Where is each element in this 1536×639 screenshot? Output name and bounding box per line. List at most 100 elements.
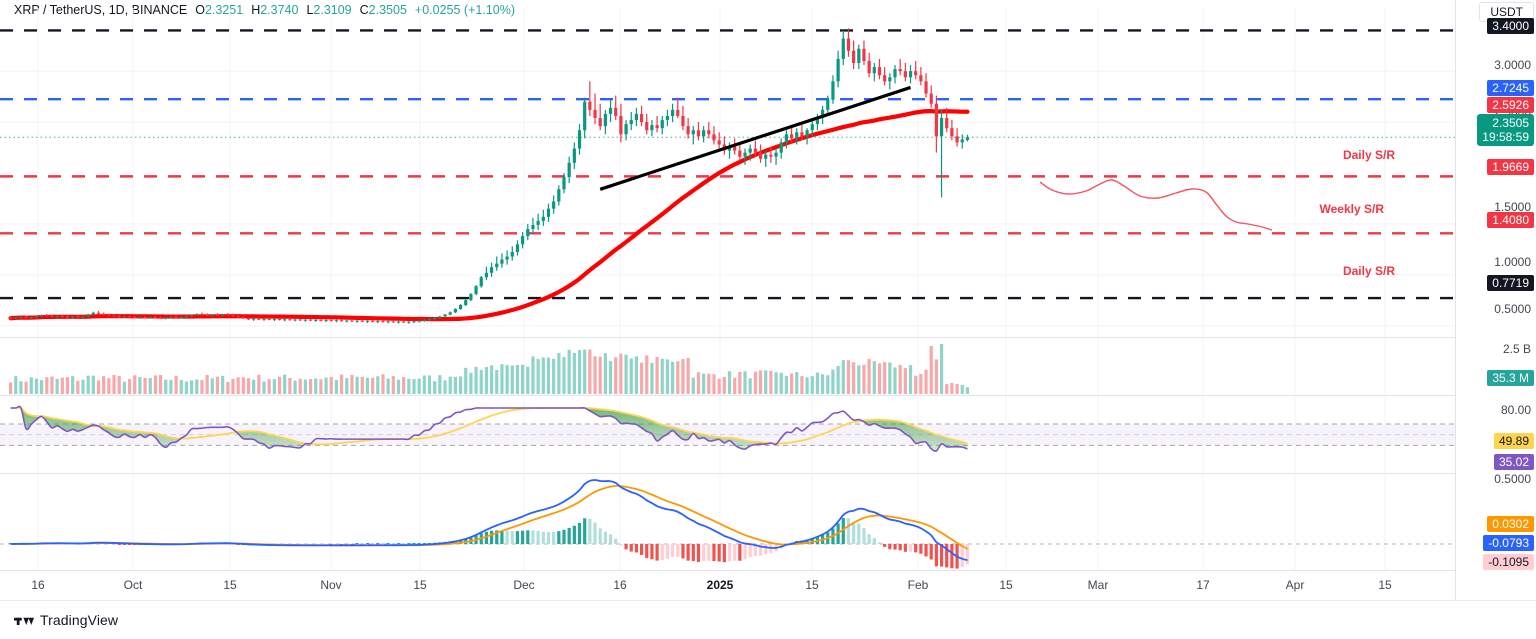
candle-body	[500, 259, 504, 264]
volume-bar	[671, 361, 675, 394]
volume-bar	[660, 358, 664, 394]
volume-bar	[562, 357, 566, 394]
volume-pane[interactable]	[0, 338, 1455, 394]
volume-bar	[867, 359, 871, 394]
volume-bar	[412, 379, 416, 394]
time-tick: 17	[1196, 578, 1210, 592]
price-badge-resistance-high[interactable]: 3.4000	[1487, 18, 1534, 34]
chart-legend[interactable]: XRP / TetherUS, 1D, BINANCE O2.3251 H2.3…	[14, 2, 515, 18]
label-daily-sr-lower[interactable]: Daily S/R	[1342, 264, 1395, 278]
macd-histogram-bar	[650, 544, 654, 560]
last-price-badge[interactable]: 2.3505 19:58:59	[1477, 114, 1534, 146]
candle-body	[14, 317, 18, 319]
volume-bar	[872, 361, 876, 394]
currency-unit-label[interactable]: USDT	[1479, 2, 1534, 22]
price-pane[interactable]	[0, 8, 1455, 338]
macd-histogram-bar	[608, 534, 613, 544]
rsi-ma-badge[interactable]: 49.89	[1493, 433, 1534, 449]
forecast-projection-line	[1039, 179, 1273, 231]
candle-body	[396, 321, 401, 323]
price-change: +0.0255 (+1.10%)	[414, 3, 515, 17]
volume-bar	[795, 372, 799, 394]
macd-histogram-bar	[402, 543, 406, 544]
macd-tick: 0.5000	[1494, 472, 1531, 486]
rsi-value-badge[interactable]: 35.02	[1493, 454, 1534, 470]
candle-body	[246, 318, 251, 320]
volume-bar	[748, 378, 752, 394]
macd-histogram-bar	[127, 544, 132, 545]
candle-body	[877, 67, 882, 76]
candle-body	[862, 48, 866, 61]
volume-tick: 2.5 B	[1502, 342, 1531, 356]
candle-body	[386, 321, 390, 323]
candle-body	[629, 120, 633, 125]
ohlc-close: C2.3505	[359, 3, 407, 17]
time-tick: Feb	[907, 578, 929, 592]
volume-bar	[510, 365, 514, 394]
volume-bar	[76, 380, 80, 394]
volume-bar	[733, 377, 737, 394]
volume-bar	[738, 371, 742, 394]
volume-badge[interactable]: 35.3 M	[1487, 370, 1534, 386]
volume-bar	[19, 381, 23, 394]
time-tick: 2025	[706, 578, 734, 592]
label-daily-sr-upper[interactable]: Daily S/R	[1342, 148, 1395, 162]
volume-bar	[831, 369, 835, 394]
candle-body	[583, 101, 587, 131]
candle-body	[438, 316, 442, 318]
candle-body	[8, 317, 13, 319]
price-badge-ma-value[interactable]: 2.5926	[1487, 97, 1534, 113]
candle-body	[712, 134, 716, 141]
price-badge-daily-sr-lower[interactable]: 0.7719	[1487, 275, 1534, 291]
volume-bar	[717, 378, 721, 394]
macd-line-badge[interactable]: -0.0793	[1483, 535, 1534, 551]
volume-bar	[324, 377, 328, 394]
macd-histogram-bar	[846, 518, 851, 544]
last-price-value: 2.3505	[1492, 116, 1529, 130]
price-axis[interactable]: USDT 3.00002.50001.50001.00000.50003.400…	[1455, 0, 1536, 600]
volume-bar	[453, 376, 457, 394]
volume-bar	[583, 349, 587, 394]
candle-body	[50, 315, 54, 317]
volume-bar	[40, 380, 44, 394]
price-badge-daily-sr-upper[interactable]: 1.9669	[1487, 159, 1534, 175]
candle-body	[867, 60, 871, 74]
candle-body	[536, 220, 540, 225]
macd-histogram-badge[interactable]: -0.1095	[1483, 554, 1534, 570]
volume-bar	[365, 377, 370, 394]
macd-histogram-bar	[665, 544, 670, 559]
macd-histogram-bar	[484, 531, 489, 544]
trendline[interactable]	[599, 85, 912, 191]
rsi-pane[interactable]	[0, 396, 1455, 472]
candle-body	[639, 113, 644, 123]
macd-pane[interactable]	[0, 474, 1455, 570]
macd-signal-badge[interactable]: 0.0302	[1487, 516, 1534, 532]
candle-body	[650, 125, 654, 131]
macd-histogram-bar	[526, 530, 530, 544]
candle-body	[102, 313, 106, 315]
volume-bar	[427, 375, 432, 394]
candle-body	[91, 312, 95, 315]
price-badge-weekly-sr[interactable]: 1.4080	[1487, 212, 1534, 228]
macd-histogram-bar	[743, 544, 747, 560]
tradingview-logo[interactable]: TradingView	[14, 612, 118, 628]
time-axis[interactable]: 16 Oct 15 Nov 15 Dec 16 2025 15 Feb 15 Mar 17 Apr 15	[0, 570, 1455, 601]
volume-bar	[283, 374, 287, 394]
volume-bar	[122, 381, 126, 394]
macd-histogram-bar	[577, 523, 582, 544]
volume-bar	[360, 376, 364, 394]
macd-histogram-bar	[945, 544, 949, 568]
symbol-title[interactable]: XRP / TetherUS, 1D, BINANCE	[14, 3, 188, 17]
volume-bar	[924, 369, 928, 394]
macd-histogram-bar	[510, 531, 514, 544]
volume-bar	[650, 362, 654, 394]
volume-bar	[484, 367, 489, 394]
candlestick-series[interactable]	[8, 28, 970, 324]
label-weekly-sr[interactable]: Weekly S/R	[1319, 202, 1384, 216]
candle-body	[950, 128, 954, 137]
candle-body	[381, 321, 385, 323]
pane-divider-rsi	[0, 395, 1455, 396]
price-badge-blue-level[interactable]: 2.7245	[1487, 80, 1534, 96]
volume-bar	[34, 378, 39, 394]
volume-bar	[262, 381, 266, 394]
